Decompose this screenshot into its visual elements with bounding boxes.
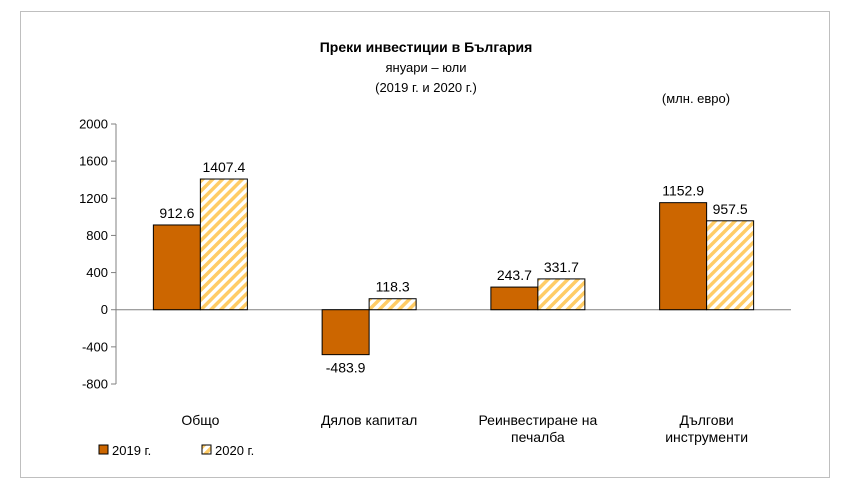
category-label: Реинвестиране на печалба: [478, 412, 597, 445]
legend-swatch-2019: [98, 444, 109, 455]
data-label: 1152.9: [662, 183, 704, 199]
bar-2020-cat-0: [199, 178, 248, 311]
data-label: 243.7: [497, 267, 532, 283]
data-label: 1407.4: [202, 159, 245, 175]
chart-frame: Преки инвестиции в България януари – юли…: [20, 11, 830, 478]
chart-subtitle-line-1: януари – юли: [385, 60, 466, 75]
category-label: Дългови инструменти: [665, 412, 748, 445]
y-tick-label: 800: [86, 228, 108, 243]
bar-2020-cat-2: [537, 278, 586, 311]
category-label: Общо: [181, 412, 219, 428]
bar-2020-cat-1: [368, 298, 417, 311]
data-label: 331.7: [544, 259, 579, 275]
data-label: 912.6: [159, 205, 194, 221]
bar-2020-cat-3: [706, 220, 755, 311]
y-tick-label: -400: [82, 339, 108, 354]
chart-title: Преки инвестиции в България: [320, 39, 533, 55]
data-label: 118.3: [376, 279, 410, 295]
bar-2019-cat-2: [490, 286, 539, 311]
bar-2019-cat-0: [152, 224, 201, 311]
y-tick-label: 400: [86, 265, 108, 280]
data-label: -483.9: [326, 360, 366, 376]
y-tick-label: 0: [101, 302, 108, 317]
legend-swatch-2020: [201, 444, 212, 455]
bar-2019-cat-1: [321, 309, 370, 356]
y-tick-label: 1200: [79, 191, 108, 206]
bar-chart: Преки инвестиции в България януари – юли…: [79, 39, 791, 458]
bar-2019-cat-3: [659, 202, 708, 311]
y-tick-label: 1600: [79, 154, 108, 169]
category-label: Дялов капитал: [321, 412, 417, 428]
legend-label-2020: 2020 г.: [215, 443, 254, 458]
y-tick-label: -800: [82, 377, 108, 392]
chart-subtitle-line-2: (2019 г. и 2020 г.): [375, 80, 477, 95]
data-label: 957.5: [713, 201, 748, 217]
unit-label: (млн. евро): [662, 91, 730, 106]
y-tick-label: 2000: [79, 117, 108, 132]
legend-label-2019: 2019 г.: [112, 443, 151, 458]
